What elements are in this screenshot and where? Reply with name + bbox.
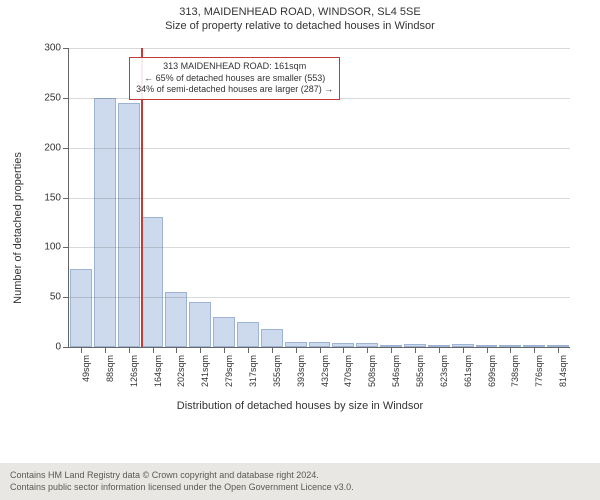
- xtick-label: 432sqm: [320, 355, 330, 387]
- histogram-bar: [118, 103, 140, 347]
- ytick: [63, 347, 69, 348]
- ytick: [63, 198, 69, 199]
- ytick-label: 300: [44, 43, 61, 54]
- xtick: [105, 347, 106, 353]
- histogram-bar: [189, 302, 211, 347]
- xtick-label: 49sqm: [81, 355, 91, 382]
- xtick: [320, 347, 321, 353]
- xtick-label: 279sqm: [224, 355, 234, 387]
- annotation-line: ← 65% of detached houses are smaller (55…: [136, 73, 333, 85]
- xtick: [248, 347, 249, 353]
- xtick: [200, 347, 201, 353]
- ytick: [63, 297, 69, 298]
- histogram-bar: [261, 329, 283, 347]
- annotation-box: 313 MAIDENHEAD ROAD: 161sqm← 65% of deta…: [129, 57, 340, 100]
- xtick-label: 317sqm: [248, 355, 258, 387]
- xtick: [534, 347, 535, 353]
- xtick: [272, 347, 273, 353]
- xtick: [81, 347, 82, 353]
- xtick-label: 393sqm: [296, 355, 306, 387]
- ytick: [63, 247, 69, 248]
- xtick: [510, 347, 511, 353]
- xtick: [176, 347, 177, 353]
- ytick-label: 250: [44, 92, 61, 103]
- gridline: [69, 247, 570, 248]
- xtick-label: 202sqm: [176, 355, 186, 387]
- xtick-label: 546sqm: [391, 355, 401, 387]
- gridline: [69, 48, 570, 49]
- chart-container: Number of detached properties 0501001502…: [20, 38, 580, 418]
- plot-area: 05010015020025030049sqm88sqm126sqm164sqm…: [68, 48, 570, 348]
- footer-line: Contains public sector information licen…: [10, 481, 590, 494]
- xtick: [343, 347, 344, 353]
- ytick-label: 100: [44, 242, 61, 253]
- xtick-label: 164sqm: [153, 355, 163, 387]
- ytick-label: 0: [55, 342, 61, 353]
- xtick: [391, 347, 392, 353]
- xtick-label: 661sqm: [463, 355, 473, 387]
- page-title: 313, MAIDENHEAD ROAD, WINDSOR, SL4 5SE: [0, 6, 600, 18]
- ytick: [63, 98, 69, 99]
- ytick-label: 200: [44, 142, 61, 153]
- gridline: [69, 198, 570, 199]
- footer-line: Contains HM Land Registry data © Crown c…: [10, 469, 590, 482]
- footer-attribution: Contains HM Land Registry data © Crown c…: [0, 463, 600, 500]
- histogram-bar: [94, 98, 116, 347]
- xtick-label: 355sqm: [272, 355, 282, 387]
- xtick: [129, 347, 130, 353]
- xtick: [415, 347, 416, 353]
- ytick: [63, 148, 69, 149]
- histogram-bar: [165, 292, 187, 347]
- yaxis-label: Number of detached properties: [12, 152, 24, 304]
- xtick-label: 699sqm: [487, 355, 497, 387]
- xtick-label: 88sqm: [105, 355, 115, 382]
- xtick-label: 623sqm: [439, 355, 449, 387]
- annotation-line: 313 MAIDENHEAD ROAD: 161sqm: [136, 61, 333, 73]
- xtick-label: 738sqm: [510, 355, 520, 387]
- page-subtitle: Size of property relative to detached ho…: [0, 20, 600, 32]
- gridline: [69, 148, 570, 149]
- xtick: [296, 347, 297, 353]
- xtick-label: 126sqm: [129, 355, 139, 387]
- histogram-bar: [70, 269, 92, 347]
- xtick-label: 585sqm: [415, 355, 425, 387]
- xtick-label: 470sqm: [343, 355, 353, 387]
- xtick: [153, 347, 154, 353]
- ytick: [63, 48, 69, 49]
- gridline: [69, 297, 570, 298]
- xtick: [487, 347, 488, 353]
- ytick-label: 150: [44, 192, 61, 203]
- xaxis-label: Distribution of detached houses by size …: [177, 400, 423, 412]
- histogram-bar: [142, 217, 164, 347]
- xtick-label: 814sqm: [558, 355, 568, 387]
- histogram-bar: [237, 322, 259, 347]
- histogram-bar: [213, 317, 235, 347]
- xtick: [367, 347, 368, 353]
- xtick: [558, 347, 559, 353]
- xtick: [224, 347, 225, 353]
- annotation-line: 34% of semi-detached houses are larger (…: [136, 84, 333, 96]
- xtick-label: 241sqm: [200, 355, 210, 387]
- ytick-label: 50: [50, 292, 61, 303]
- chart-header: 313, MAIDENHEAD ROAD, WINDSOR, SL4 5SE S…: [0, 0, 600, 32]
- xtick-label: 776sqm: [534, 355, 544, 387]
- xtick: [439, 347, 440, 353]
- xtick-label: 508sqm: [367, 355, 377, 387]
- xtick: [463, 347, 464, 353]
